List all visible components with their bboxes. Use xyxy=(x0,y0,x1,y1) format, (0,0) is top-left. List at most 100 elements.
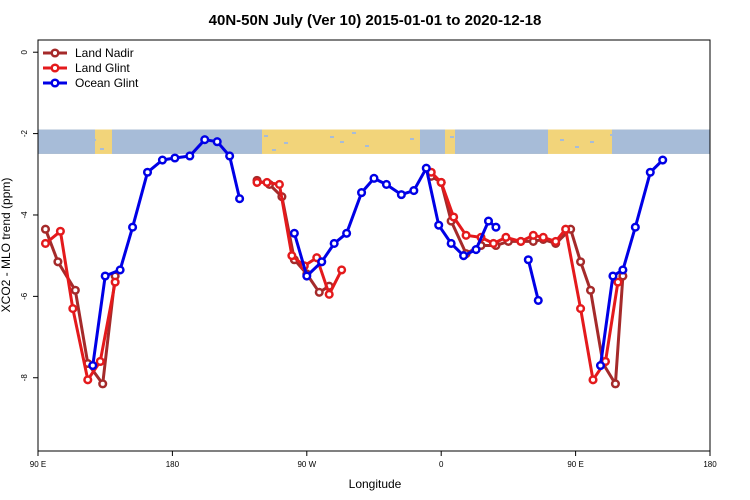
data-point-land-glint xyxy=(262,177,272,187)
data-point-ocean-glint xyxy=(342,228,352,238)
map-band-speck xyxy=(575,146,579,148)
data-point-land-nadir xyxy=(98,379,108,389)
data-point-ocean-glint xyxy=(459,251,469,261)
map-band-speck xyxy=(68,141,72,143)
x-tick-label: 0 xyxy=(439,460,444,469)
chart-title: 40N-50N July (Ver 10) 2015-01-01 to 2020… xyxy=(209,12,542,29)
data-point-land-glint xyxy=(110,277,120,287)
map-band-speck xyxy=(75,135,79,137)
y-tick-label: -4 xyxy=(20,211,29,219)
y-axis-label: XCO2 - MLO trend (ppm) xyxy=(0,178,13,313)
data-point-ocean-glint xyxy=(142,167,153,177)
series-land-nadir xyxy=(40,171,628,389)
map-band-speck xyxy=(450,136,454,138)
data-point-ocean-glint xyxy=(434,220,444,230)
data-point-land-glint xyxy=(95,356,105,367)
data-point-land-nadir xyxy=(585,285,596,295)
data-point-ocean-glint xyxy=(317,257,327,267)
data-point-land-glint xyxy=(337,265,347,275)
data-point-ocean-glint xyxy=(157,155,167,165)
map-band-speck xyxy=(410,138,414,140)
y-tick-label: -6 xyxy=(20,292,29,300)
map-band-ocean xyxy=(112,129,262,154)
legend-label-land-glint: Land Glint xyxy=(75,61,130,75)
map-band-ocean xyxy=(420,129,445,154)
map-band-speck xyxy=(630,148,634,150)
y-tick-label: -2 xyxy=(20,129,29,137)
map-band-speck xyxy=(330,136,334,138)
data-point-land-glint xyxy=(528,230,538,240)
legend-label-ocean-glint: Ocean Glint xyxy=(75,76,139,90)
data-point-land-glint xyxy=(40,238,51,249)
legend-marker-land-nadir xyxy=(50,48,60,58)
data-point-ocean-glint xyxy=(128,222,138,232)
data-point-ocean-glint xyxy=(357,188,367,198)
map-band-speck xyxy=(470,147,474,149)
data-point-land-nadir xyxy=(53,257,63,267)
data-point-land-glint xyxy=(561,224,571,234)
x-tick-label: 90 E xyxy=(567,460,583,469)
series-line-land-glint xyxy=(430,171,620,382)
data-point-ocean-glint xyxy=(381,179,391,190)
data-point-ocean-glint xyxy=(409,186,419,196)
data-point-ocean-glint xyxy=(115,265,125,275)
data-point-ocean-glint xyxy=(369,173,379,183)
legend-label-land-nadir: Land Nadir xyxy=(75,46,134,60)
map-band-speck xyxy=(670,143,674,145)
map-band-ocean xyxy=(612,129,710,154)
map-band-speck xyxy=(365,145,369,147)
series-land-glint xyxy=(40,167,623,385)
data-point-land-glint xyxy=(576,304,586,314)
data-point-ocean-glint xyxy=(446,238,456,249)
map-band-speck xyxy=(83,145,87,147)
data-point-ocean-glint xyxy=(212,137,222,147)
data-point-ocean-glint xyxy=(533,295,543,305)
map-band-ocean xyxy=(455,129,548,154)
data-point-land-glint xyxy=(68,304,78,314)
data-point-ocean-glint xyxy=(235,194,245,204)
y-axis: 0 -2 -4 -6 -8 xyxy=(20,49,38,381)
data-point-land-glint xyxy=(516,236,526,246)
y-tick-label: 0 xyxy=(20,49,29,54)
series-line-land-nadir xyxy=(44,228,117,386)
data-point-land-glint xyxy=(436,177,446,187)
x-tick-label: 90 W xyxy=(297,460,316,469)
map-band-speck xyxy=(92,139,96,141)
data-point-ocean-glint xyxy=(471,245,481,255)
series-line-land-nadir xyxy=(430,175,625,386)
data-point-land-glint xyxy=(55,226,65,236)
data-point-ocean-glint xyxy=(630,222,640,232)
data-point-ocean-glint xyxy=(185,151,195,161)
data-point-ocean-glint xyxy=(302,271,312,281)
data-point-land-nadir xyxy=(70,285,80,295)
data-point-ocean-glint xyxy=(658,155,668,165)
data-point-ocean-glint xyxy=(88,360,98,371)
data-point-land-glint xyxy=(287,251,297,261)
map-band-speck xyxy=(650,138,654,140)
data-point-land-nadir xyxy=(314,287,324,297)
data-point-ocean-glint xyxy=(225,151,235,161)
x-tick-label: 180 xyxy=(166,460,180,469)
data-point-land-glint xyxy=(83,375,93,385)
data-point-ocean-glint xyxy=(329,238,339,249)
legend-marker-ocean-glint xyxy=(50,78,60,88)
data-point-land-glint xyxy=(488,238,499,249)
data-point-ocean-glint xyxy=(595,360,606,371)
y-tick-label: -8 xyxy=(20,374,29,382)
data-point-ocean-glint xyxy=(200,135,210,145)
data-point-ocean-glint xyxy=(396,190,406,200)
data-point-ocean-glint xyxy=(608,271,618,281)
legend-marker-land-glint xyxy=(50,63,60,73)
x-axis: 90 E 180 90 W 0 90 E 180 xyxy=(30,451,717,469)
data-point-land-glint xyxy=(538,232,548,242)
map-band-speck xyxy=(340,141,344,143)
map-band-speck xyxy=(60,137,64,139)
series-line-ocean-glint xyxy=(526,259,540,301)
data-point-ocean-glint xyxy=(421,163,431,173)
data-point-ocean-glint xyxy=(523,255,533,265)
x-axis-label: Longitude xyxy=(349,477,402,491)
data-point-land-glint xyxy=(588,375,598,385)
map-band-speck xyxy=(264,135,268,137)
